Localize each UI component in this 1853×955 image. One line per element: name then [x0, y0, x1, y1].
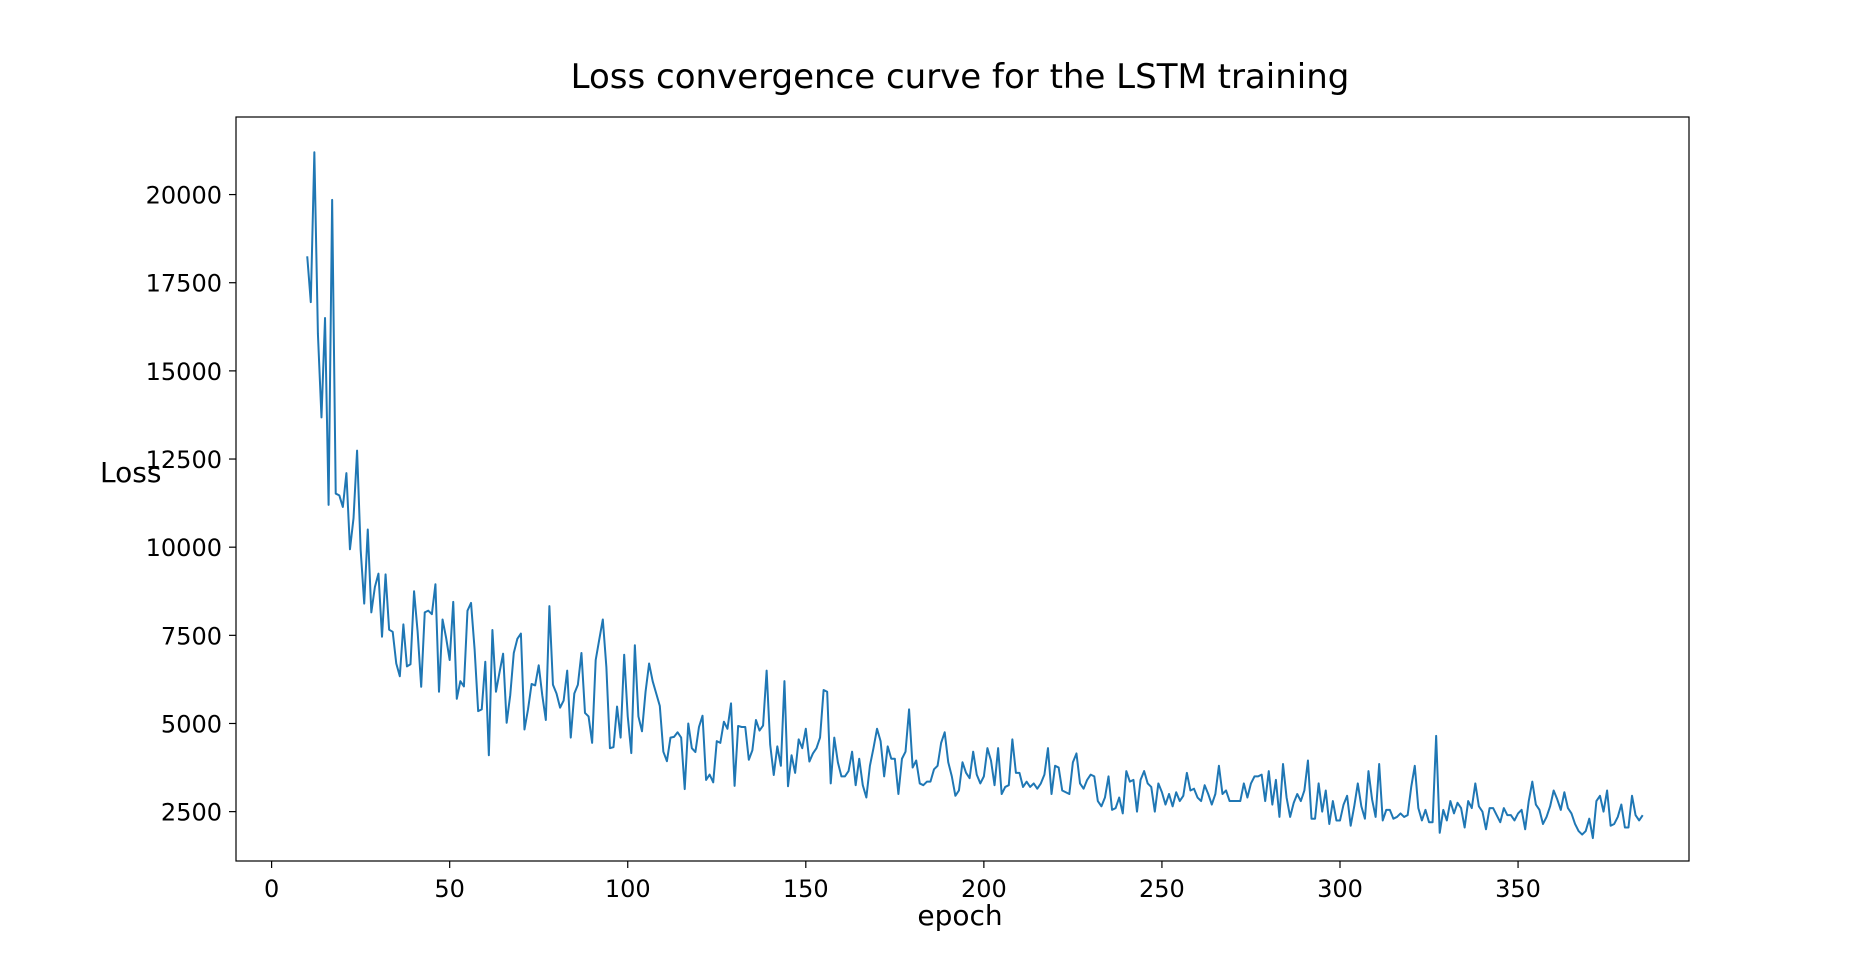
- y-tick-label: 12500: [146, 446, 222, 474]
- x-axis: 0 50 100 150 200 250 300 350: [264, 861, 1541, 903]
- chart-title: Loss convergence curve for the LSTM trai…: [571, 57, 1350, 97]
- plot-frame: [235, 116, 1690, 862]
- x-tick-label: 250: [1139, 875, 1185, 903]
- x-tick-label: 0: [264, 875, 279, 903]
- y-axis-label: Loss: [100, 456, 161, 489]
- series-line-0: [306, 151, 1644, 840]
- y-tick-label: 7500: [161, 622, 222, 650]
- x-tick-label: 300: [1317, 875, 1363, 903]
- x-tick-label: 200: [961, 875, 1007, 903]
- y-tick-label: 17500: [146, 270, 222, 298]
- y-tick-label: 15000: [146, 358, 222, 386]
- x-axis-label: epoch: [917, 899, 1002, 932]
- y-tick-label: 5000: [161, 710, 222, 738]
- y-tick-label: 10000: [146, 534, 222, 562]
- y-tick-label: 2500: [161, 799, 222, 827]
- x-tick-label: 350: [1495, 875, 1541, 903]
- x-tick-label: 100: [605, 875, 651, 903]
- x-tick-label: 50: [434, 875, 465, 903]
- series-group: [306, 151, 1644, 840]
- y-axis: 2500 5000 7500 10000 12500 15000 17500 20000: [146, 182, 236, 827]
- y-tick-label: 20000: [146, 182, 222, 210]
- x-tick-label: 150: [783, 875, 829, 903]
